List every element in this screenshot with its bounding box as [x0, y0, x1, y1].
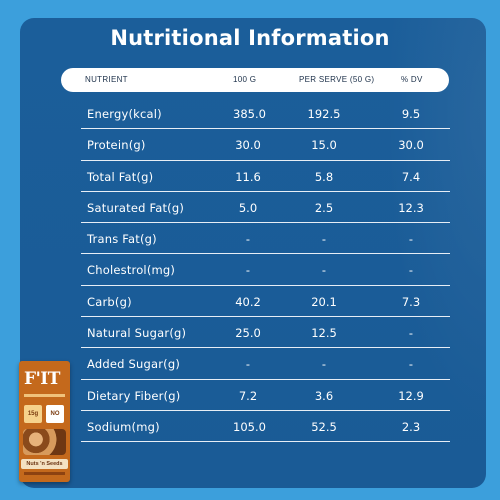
table-row: Dietary Fiber(g) 7.2 3.6 12.9: [81, 380, 450, 411]
value-per-serve: -: [321, 357, 327, 372]
no-sugar-badge: NO: [46, 405, 64, 423]
nutrient-name: Cholestrol(mg): [87, 263, 176, 278]
value-per-100g: 105.0: [233, 419, 266, 434]
value-per-100g: 30.0: [235, 138, 261, 153]
value-per-serve: 20.1: [311, 294, 337, 309]
value-per-serve: 52.5: [311, 419, 337, 434]
table-header: NUTRIENT 100 G PER SERVE (50 G) % DV: [61, 68, 449, 92]
value-dv: -: [408, 232, 414, 247]
nutrient-name: Added Sugar(g): [87, 357, 181, 372]
value-per-serve: -: [321, 263, 327, 278]
pack-strip: [24, 394, 65, 397]
nutrient-name: Dietary Fiber(g): [87, 388, 181, 403]
value-dv: -: [408, 326, 414, 341]
table-row: Carb(g) 40.2 20.1 7.3: [81, 286, 450, 318]
table-row: Energy(kcal) 385.0 192.5 9.5: [81, 98, 450, 130]
bar-illustration: [23, 429, 66, 455]
nutrient-name: Carb(g): [87, 294, 132, 309]
panel-shade: [366, 18, 486, 488]
nutrient-name: Protein(g): [87, 138, 146, 153]
value-per-100g: -: [245, 357, 251, 372]
table-row: Cholestrol(mg) - - -: [81, 254, 450, 286]
value-per-serve: -: [321, 232, 327, 247]
nutrient-name: Total Fat(g): [87, 169, 154, 184]
value-per-100g: 40.2: [235, 294, 261, 309]
value-per-serve: 5.8: [314, 169, 334, 184]
value-per-serve: 192.5: [307, 107, 341, 121]
value-per-serve: 2.5: [314, 200, 334, 215]
product-pack-image: F'IT 15g NO Nuts 'n Seeds: [19, 361, 70, 482]
table-row: Added Sugar(g) - - -: [81, 348, 450, 380]
page-title: Nutritional Information: [110, 26, 390, 50]
nutrient-name: Trans Fat(g): [87, 232, 157, 247]
value-dv: 12.9: [398, 388, 424, 403]
pack-foot: [24, 472, 65, 475]
nutrient-name: Sodium(mg): [87, 419, 160, 434]
value-dv: 7.4: [401, 169, 421, 184]
table-row: Sodium(mg) 105.0 52.5 2.3: [81, 411, 450, 443]
value-per-100g: -: [245, 263, 251, 278]
value-per-serve: 12.5: [311, 326, 337, 341]
value-dv: 9.5: [401, 107, 421, 121]
value-per-100g: 385.0: [233, 107, 266, 121]
value-dv: 30.0: [398, 138, 424, 153]
header-dv: % DV: [401, 75, 423, 84]
product-logo: F'IT: [24, 369, 60, 389]
protein-badge: 15g: [24, 405, 42, 423]
nutrient-name: Saturated Fat(g): [87, 200, 185, 215]
nutrition-table: Energy(kcal) 385.0 192.5 9.5 Protein(g) 30.0 1…: [81, 98, 450, 443]
nutrient-name: Energy(kcal): [87, 107, 162, 121]
table-row: Saturated Fat(g) 5.0 2.5 12.3: [81, 192, 450, 224]
value-per-100g: 5.0: [238, 200, 258, 215]
value-dv: 2.3: [401, 419, 421, 434]
header-per-serve: PER SERVE (50 G): [299, 75, 375, 84]
table-row: Trans Fat(g) - - -: [81, 223, 450, 255]
header-per-100g: 100 G: [233, 75, 257, 84]
table-row: Natural Sugar(g) 25.0 12.5 -: [81, 317, 450, 349]
table-row: Total Fat(g) 11.6 5.8 7.4: [81, 161, 450, 192]
value-per-100g: 11.6: [235, 169, 261, 184]
value-dv: -: [408, 263, 414, 278]
table-row: Protein(g) 30.0 15.0 30.0: [81, 129, 450, 161]
value-per-100g: 25.0: [235, 326, 261, 341]
header-nutrient: NUTRIENT: [85, 75, 128, 84]
value-per-serve: 3.6: [314, 388, 334, 403]
nutrition-panel: [20, 18, 486, 488]
value-per-100g: -: [245, 232, 251, 247]
value-dv: 12.3: [398, 200, 424, 215]
value-dv: -: [408, 357, 414, 372]
nutrient-name: Natural Sugar(g): [87, 326, 187, 341]
flavor-label: Nuts 'n Seeds: [21, 459, 68, 469]
value-per-100g: 7.2: [238, 388, 258, 403]
value-per-serve: 15.0: [311, 138, 337, 153]
value-dv: 7.3: [401, 294, 421, 309]
